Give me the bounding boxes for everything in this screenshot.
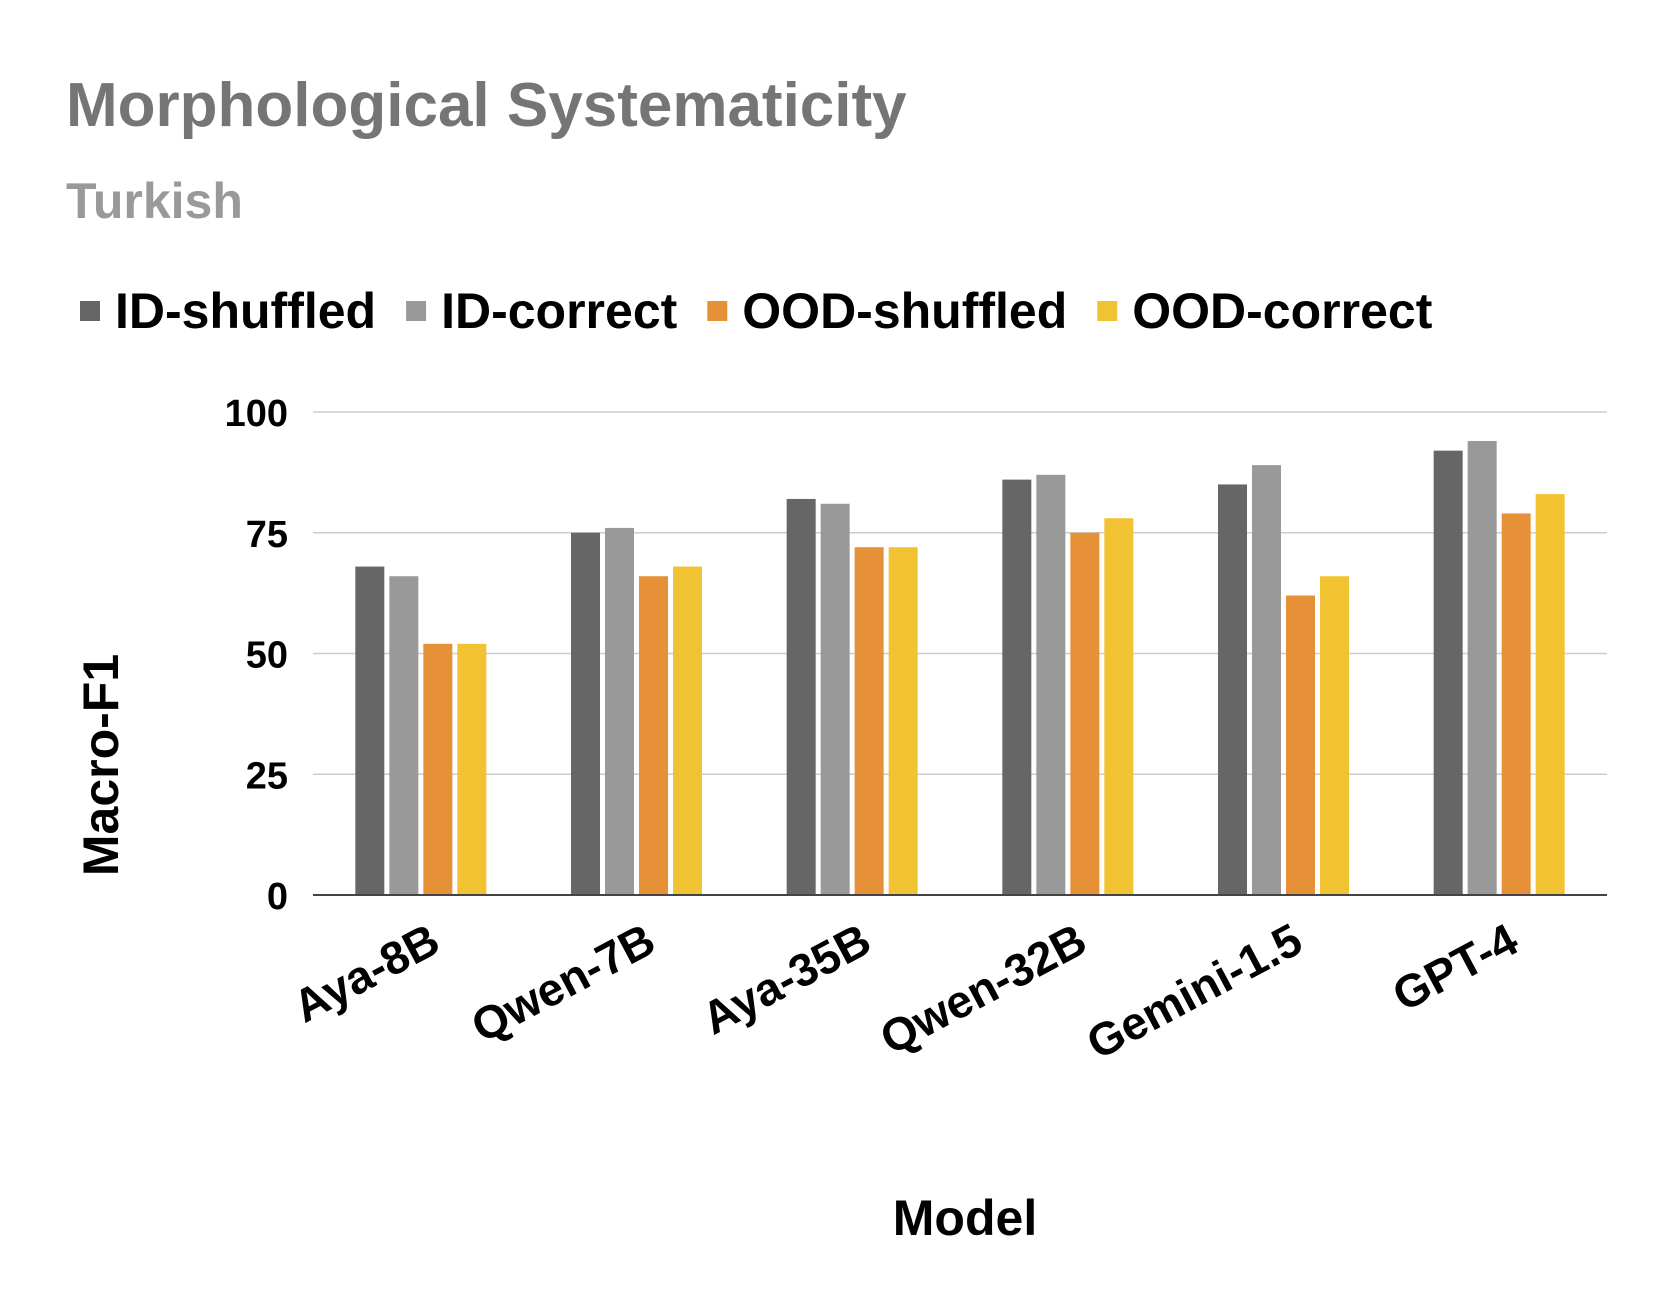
legend-swatch-id-shuffled [80, 301, 100, 321]
bar-ood-shuffled-gemini-1.5 [1286, 595, 1315, 895]
x-tick-label: Qwen-7B [463, 913, 663, 1053]
legend-label: OOD-correct [1132, 283, 1432, 339]
bar-id-correct-qwen-7b [605, 527, 634, 895]
bar-id-shuffled-qwen-32b [1002, 479, 1032, 895]
bar-ood-correct-aya-35b [888, 547, 918, 895]
x-tick-label: GPT-4 [1384, 913, 1526, 1022]
bar-ood-correct-qwen-32b [1104, 518, 1134, 895]
y-tick-label: 75 [246, 514, 288, 556]
y-axis-ticks: 0 25 50 75 100 [225, 393, 288, 918]
bar-id-shuffled-gemini-1.5 [1218, 484, 1247, 895]
chart-title: Morphological Systematicity [66, 71, 907, 140]
y-tick-label: 50 [246, 635, 288, 677]
bar-id-correct-qwen-32b [1036, 474, 1066, 895]
bar-id-correct-gpt-4 [1467, 440, 1497, 895]
bar-ood-correct-qwen-7b [673, 566, 702, 895]
x-tick-label: Aya-8B [285, 913, 448, 1033]
bar-id-correct-aya-35b [820, 503, 850, 895]
y-tick-label: 100 [225, 393, 288, 435]
legend-swatch-ood-shuffled [707, 301, 728, 321]
x-axis-label: Model [893, 1190, 1037, 1246]
bar-id-correct-gemini-1.5 [1252, 465, 1281, 895]
bar-id-correct-aya-8b [389, 576, 419, 895]
bar-ood-correct-aya-8b [457, 643, 487, 895]
bar-id-shuffled-aya-35b [786, 498, 816, 895]
bar-ood-correct-gpt-4 [1535, 494, 1565, 895]
y-tick-label: 0 [267, 876, 288, 918]
y-axis-label: Macro-F1 [73, 654, 129, 876]
x-tick-label: Gemini-1.5 [1078, 913, 1310, 1069]
bar-id-shuffled-qwen-7b [571, 532, 600, 895]
bar-id-shuffled-gpt-4 [1433, 450, 1463, 895]
bar-ood-shuffled-aya-8b [423, 643, 453, 895]
bar-ood-shuffled-qwen-7b [639, 576, 668, 895]
gridlines [313, 411, 1607, 775]
legend-label: OOD-shuffled [742, 283, 1067, 339]
legend-swatch-ood-correct [1097, 301, 1118, 321]
chart-subtitle: Turkish [66, 173, 243, 229]
bar-ood-shuffled-aya-35b [854, 547, 884, 895]
bars [355, 440, 1565, 895]
x-tick-label: Aya-35B [693, 913, 878, 1045]
legend-label: ID-shuffled [115, 283, 376, 339]
legend: ID-shuffled ID-correct OOD-shuffled OOD-cor… [80, 283, 1433, 339]
bar-ood-shuffled-gpt-4 [1501, 513, 1531, 895]
legend-swatch-id-correct [406, 301, 427, 321]
bar-ood-correct-gemini-1.5 [1320, 576, 1349, 895]
y-tick-label: 25 [246, 755, 288, 797]
bar-id-shuffled-aya-8b [355, 566, 385, 895]
x-tick-label: Qwen-32B [871, 913, 1094, 1065]
bar-ood-shuffled-qwen-32b [1070, 532, 1100, 895]
legend-label: ID-correct [441, 283, 678, 339]
